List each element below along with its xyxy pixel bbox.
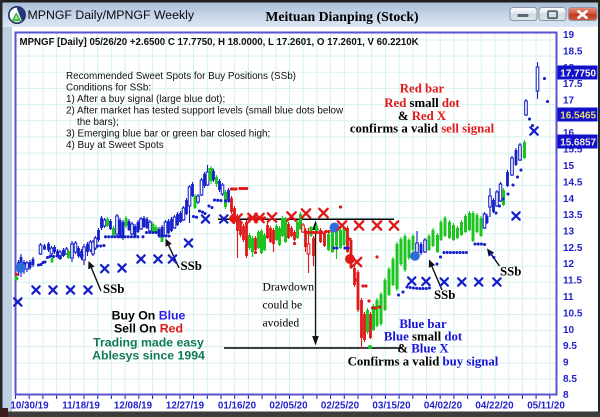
svg-text:17.5: 17.5 — [563, 79, 583, 90]
svg-text:Meituan Dianping (Stock): Meituan Dianping (Stock) — [265, 9, 418, 25]
svg-text:Conditions for SSb:: Conditions for SSb: — [66, 83, 151, 94]
svg-text:05/11/20: 05/11/20 — [527, 401, 565, 412]
svg-text:12/08/19: 12/08/19 — [114, 401, 153, 412]
svg-text:Ablesys since 1994: Ablesys since 1994 — [92, 349, 205, 363]
svg-text:SSb: SSb — [434, 288, 455, 302]
svg-text:Confirms a valid buy signal: Confirms a valid buy signal — [348, 355, 499, 369]
svg-text:Drawdown: Drawdown — [263, 281, 315, 294]
svg-text:Red bar: Red bar — [400, 82, 445, 96]
svg-text:10: 10 — [563, 325, 575, 336]
svg-text:16: 16 — [563, 128, 575, 139]
svg-text:10.5: 10.5 — [563, 308, 583, 319]
svg-text:Blue bar: Blue bar — [399, 317, 447, 331]
svg-text:8.5: 8.5 — [563, 374, 577, 385]
svg-text:15.6857: 15.6857 — [560, 137, 596, 148]
svg-text:12.5: 12.5 — [563, 243, 583, 254]
svg-text:04/02/20: 04/02/20 — [424, 401, 463, 412]
svg-text:SSb: SSb — [103, 282, 124, 296]
svg-text:02/05/20: 02/05/20 — [269, 401, 308, 412]
svg-text:11.5: 11.5 — [563, 276, 582, 287]
svg-text:avoided: avoided — [263, 317, 300, 330]
svg-text:17: 17 — [563, 96, 575, 107]
svg-text:18.5: 18.5 — [563, 46, 583, 57]
svg-text:MPNGF [Daily] 05/26/20 +2.6500: MPNGF [Daily] 05/26/20 +2.6500 C 17.7750… — [20, 37, 419, 48]
svg-text:19: 19 — [563, 30, 575, 41]
svg-text:1) After a buy signal (large b: 1) After a buy signal (large blue dot); — [66, 94, 225, 105]
svg-text:9: 9 — [563, 358, 569, 369]
svg-text:13.5: 13.5 — [563, 210, 583, 221]
svg-text:13: 13 — [563, 227, 575, 238]
svg-text:4) Buy at Sweet Spots: 4) Buy at Sweet Spots — [66, 140, 164, 151]
svg-text:& Red X: & Red X — [398, 109, 447, 123]
svg-text:11: 11 — [563, 292, 574, 303]
svg-text:3) Emerging blue bar or green: 3) Emerging blue bar or green bar closed… — [66, 129, 270, 140]
svg-text:the bars);: the bars); — [66, 117, 119, 128]
svg-text:SSb: SSb — [181, 259, 202, 273]
svg-text:04/22/20: 04/22/20 — [475, 401, 514, 412]
svg-text:9.5: 9.5 — [563, 341, 577, 352]
svg-text:& Blue X: & Blue X — [397, 341, 449, 355]
svg-text:14: 14 — [563, 194, 575, 205]
svg-text:SSb: SSb — [500, 265, 521, 279]
svg-text:16.5465: 16.5465 — [560, 110, 596, 121]
svg-text:15: 15 — [563, 161, 575, 172]
svg-text:02/25/20: 02/25/20 — [321, 401, 360, 412]
svg-text:Trading made easy: Trading made easy — [93, 335, 204, 349]
svg-text:MPNGF Daily/MPNGF Weekly: MPNGF Daily/MPNGF Weekly — [28, 8, 195, 22]
svg-text:01/16/20: 01/16/20 — [218, 401, 257, 412]
svg-text:Sell On Red: Sell On Red — [114, 322, 183, 336]
svg-text:confirms a valid sell signal: confirms a valid sell signal — [350, 122, 495, 136]
svg-text:12: 12 — [563, 259, 575, 270]
svg-text:Buy On Blue: Buy On Blue — [112, 308, 186, 322]
svg-text:03/15/20: 03/15/20 — [372, 401, 411, 412]
svg-text:could be: could be — [263, 299, 303, 312]
svg-text:10/30/19: 10/30/19 — [10, 401, 49, 412]
svg-text:12/27/19: 12/27/19 — [166, 401, 205, 412]
svg-text:15.5: 15.5 — [563, 145, 583, 156]
svg-text:11/18/19: 11/18/19 — [62, 401, 100, 412]
svg-text:Blue small dot: Blue small dot — [384, 330, 463, 344]
svg-text:14.5: 14.5 — [563, 177, 583, 188]
svg-text:17.7750: 17.7750 — [560, 68, 596, 79]
svg-text:Recommended Sweet Spots for Bu: Recommended Sweet Spots for Buy Position… — [66, 71, 296, 82]
svg-text:2) After market has tested sup: 2) After market has tested support level… — [66, 106, 344, 117]
svg-text:Red small dot: Red small dot — [384, 96, 460, 110]
svg-text:8: 8 — [563, 390, 569, 401]
